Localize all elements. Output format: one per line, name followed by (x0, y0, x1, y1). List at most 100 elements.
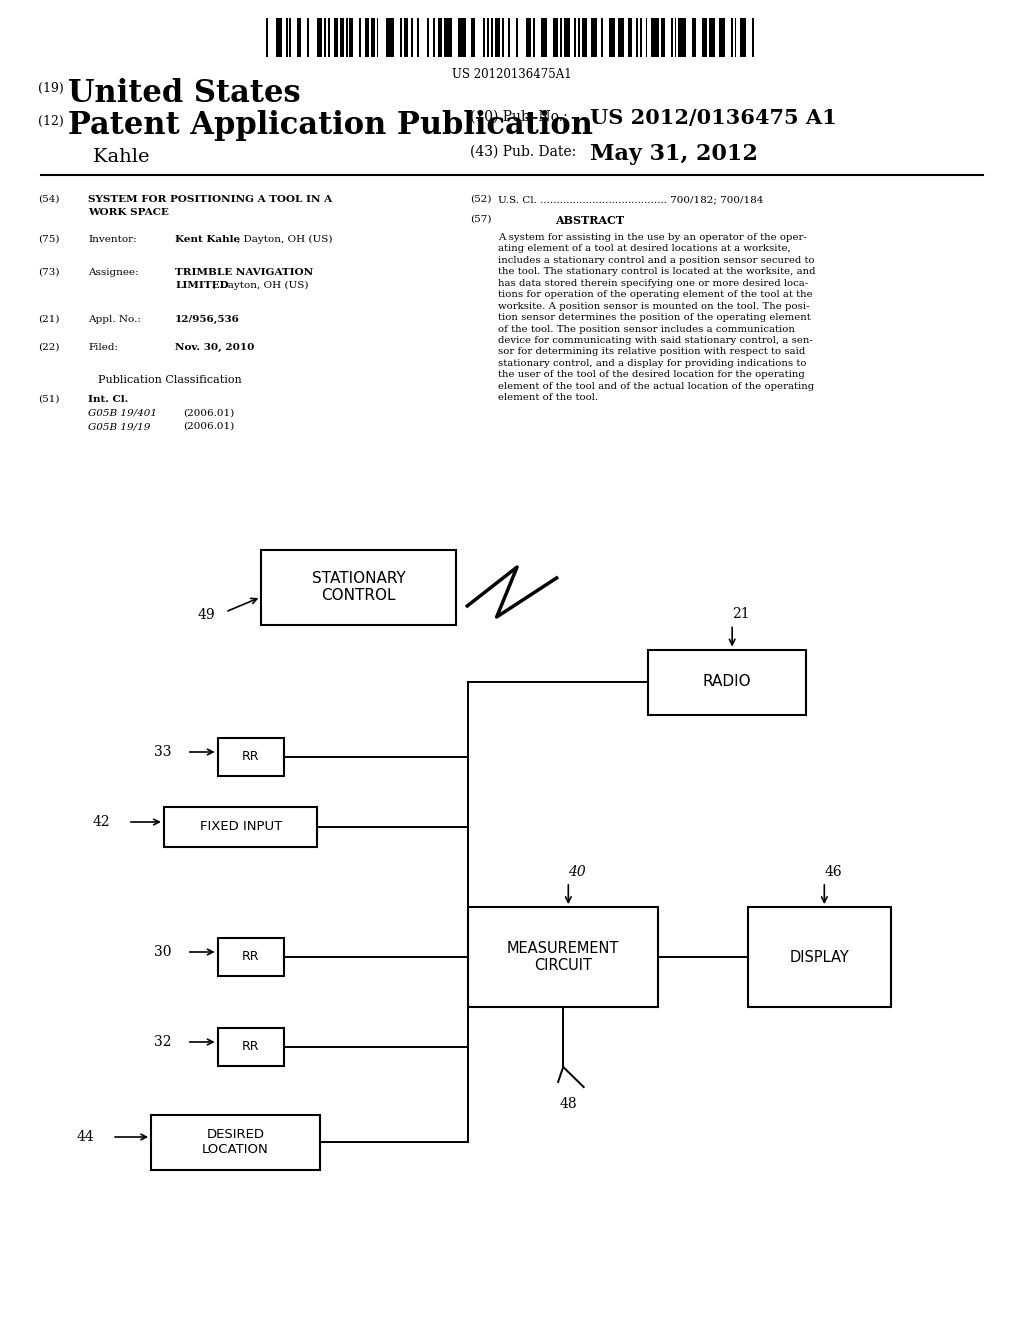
Text: 12/956,536: 12/956,536 (175, 315, 240, 323)
Bar (582, 18, 588, 57)
Text: United States: United States (68, 78, 301, 110)
Bar (701, 18, 708, 57)
Text: 40: 40 (568, 865, 586, 879)
Text: (10) Pub. No.:: (10) Pub. No.: (470, 110, 567, 124)
Bar (503, 18, 504, 57)
Bar (316, 18, 323, 57)
Bar (553, 18, 558, 57)
Text: Nov. 30, 2010: Nov. 30, 2010 (175, 343, 254, 352)
Bar (740, 18, 746, 57)
Text: (57): (57) (470, 215, 492, 224)
Text: Publication Classification: Publication Classification (98, 375, 242, 385)
Bar (671, 18, 673, 57)
FancyBboxPatch shape (648, 649, 807, 714)
Bar (495, 18, 501, 57)
Bar (266, 18, 268, 57)
Bar (636, 18, 638, 57)
Text: RR: RR (242, 950, 260, 964)
Text: 32: 32 (154, 1035, 172, 1049)
Bar (458, 18, 466, 57)
Bar (307, 18, 309, 57)
Bar (359, 18, 361, 57)
FancyBboxPatch shape (468, 907, 658, 1007)
Text: ABSTRACT: ABSTRACT (555, 215, 625, 226)
Text: Patent Application Publication: Patent Application Publication (68, 110, 593, 141)
Text: G05B 19/19: G05B 19/19 (88, 422, 151, 432)
Text: US 2012/0136475 A1: US 2012/0136475 A1 (590, 108, 837, 128)
Text: Appl. No.:: Appl. No.: (88, 315, 141, 323)
FancyBboxPatch shape (152, 1114, 319, 1170)
Text: Kent Kahle: Kent Kahle (175, 235, 240, 244)
Bar (349, 18, 353, 57)
Bar (608, 18, 614, 57)
Text: STATIONARY
CONTROL: STATIONARY CONTROL (311, 570, 406, 603)
Bar (525, 18, 531, 57)
Bar (399, 18, 401, 57)
Text: Kahle: Kahle (68, 148, 150, 166)
Text: LIMITED: LIMITED (175, 281, 228, 290)
Text: May 31, 2012: May 31, 2012 (590, 143, 758, 165)
Bar (675, 18, 677, 57)
Text: WORK SPACE: WORK SPACE (88, 209, 169, 216)
Text: DESIRED
LOCATION: DESIRED LOCATION (202, 1129, 269, 1156)
Bar (516, 18, 518, 57)
Text: RADIO: RADIO (702, 675, 752, 689)
Bar (692, 18, 696, 57)
Text: SYSTEM FOR POSITIONING A TOOL IN A: SYSTEM FOR POSITIONING A TOOL IN A (88, 195, 332, 205)
Text: 46: 46 (824, 865, 842, 879)
Bar (573, 18, 575, 57)
Bar (628, 18, 632, 57)
Text: , Dayton, OH (US): , Dayton, OH (US) (237, 235, 333, 244)
Bar (719, 18, 725, 57)
Bar (679, 18, 686, 57)
Bar (417, 18, 419, 57)
FancyBboxPatch shape (218, 939, 285, 975)
Text: 49: 49 (198, 609, 215, 622)
Text: 21: 21 (732, 607, 750, 622)
Bar (534, 18, 536, 57)
Bar (345, 18, 347, 57)
Text: 33: 33 (154, 744, 172, 759)
Bar (412, 18, 414, 57)
Bar (438, 18, 442, 57)
Bar (328, 18, 330, 57)
Text: Assignee:: Assignee: (88, 268, 138, 277)
Bar (290, 18, 292, 57)
Bar (731, 18, 732, 57)
Text: U.S. Cl. ....................................... 700/182; 700/184: U.S. Cl. ...............................… (498, 195, 763, 205)
Bar (578, 18, 580, 57)
Bar (471, 18, 475, 57)
Bar (640, 18, 642, 57)
Text: DISPLAY: DISPLAY (790, 949, 849, 965)
Bar (286, 18, 288, 57)
Text: A system for assisting in the use by an operator of the oper-
ating element of a: A system for assisting in the use by an … (498, 234, 815, 403)
Bar (297, 18, 301, 57)
Bar (591, 18, 597, 57)
Text: , Dayton, OH (US): , Dayton, OH (US) (213, 281, 308, 290)
Bar (645, 18, 647, 57)
Text: 44: 44 (77, 1130, 94, 1144)
Text: (12): (12) (38, 115, 63, 128)
Bar (334, 18, 338, 57)
Text: (43) Pub. Date:: (43) Pub. Date: (470, 145, 577, 158)
Text: FIXED INPUT: FIXED INPUT (200, 821, 282, 833)
Text: MEASUREMENT
CIRCUIT: MEASUREMENT CIRCUIT (507, 941, 620, 973)
Bar (365, 18, 369, 57)
Text: (19): (19) (38, 82, 63, 95)
Text: G05B 19/401: G05B 19/401 (88, 409, 157, 418)
Text: (52): (52) (470, 195, 492, 205)
Bar (560, 18, 562, 57)
Text: (73): (73) (38, 268, 59, 277)
Text: (22): (22) (38, 343, 59, 352)
FancyBboxPatch shape (218, 1028, 285, 1067)
FancyBboxPatch shape (218, 738, 285, 776)
Bar (490, 18, 493, 57)
Text: RR: RR (242, 751, 260, 763)
Text: (75): (75) (38, 235, 59, 244)
Bar (386, 18, 394, 57)
Text: (54): (54) (38, 195, 59, 205)
Bar (275, 18, 282, 57)
Bar (734, 18, 736, 57)
Text: (51): (51) (38, 395, 59, 404)
Bar (377, 18, 379, 57)
